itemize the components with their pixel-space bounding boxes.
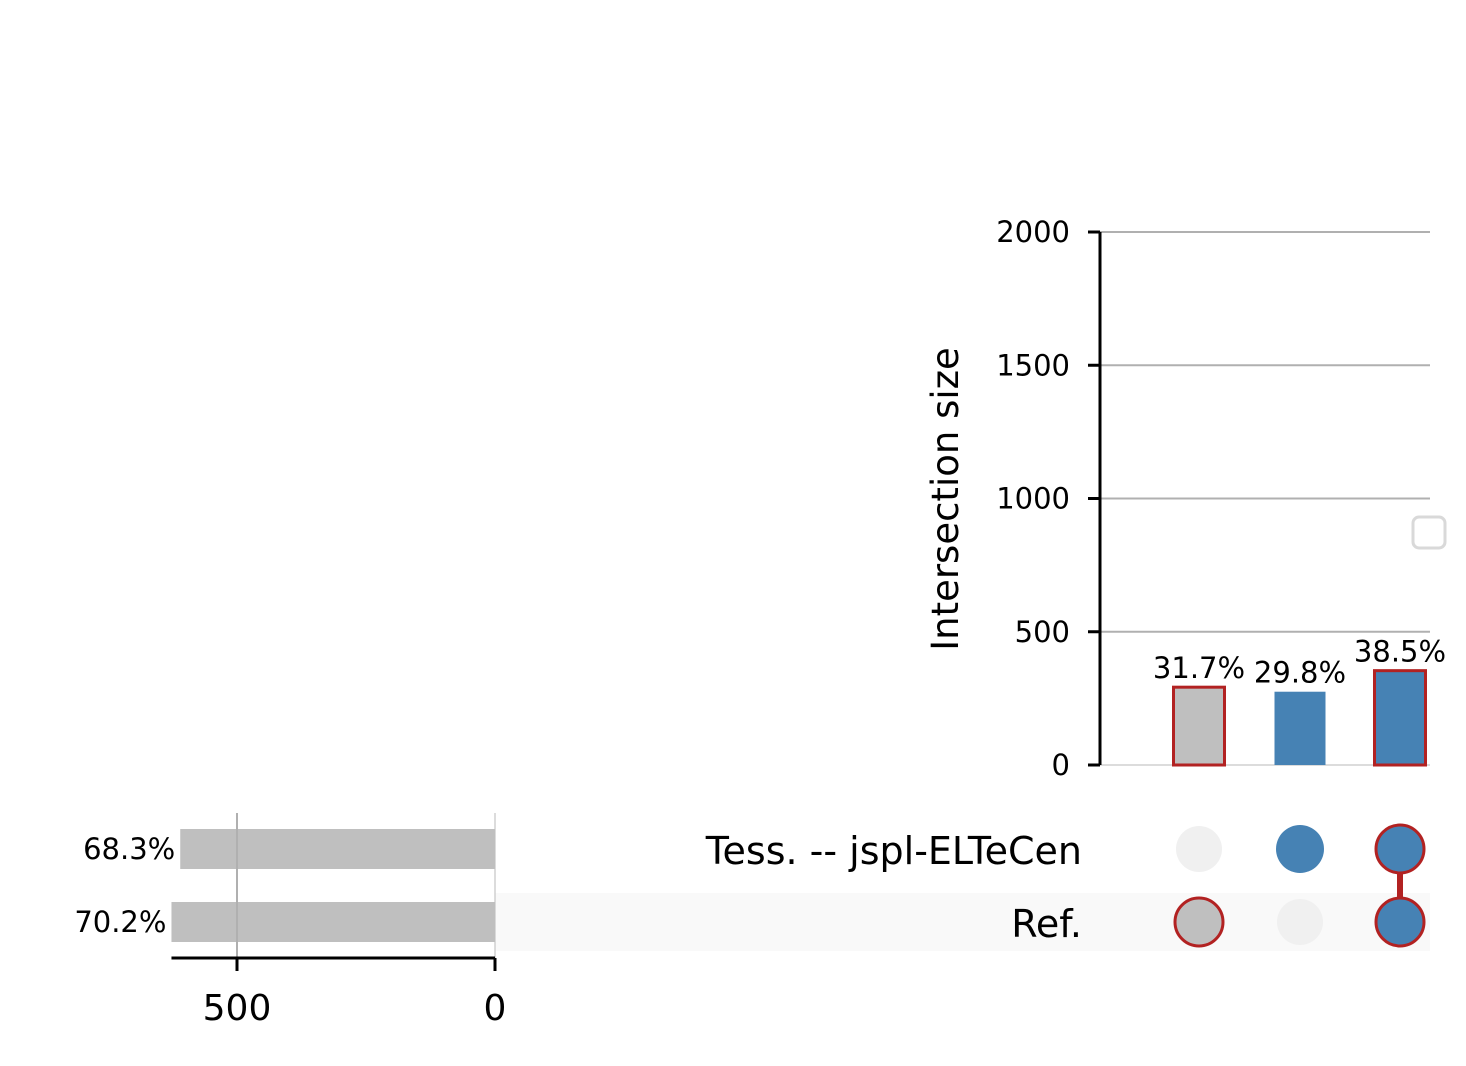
y-tick-label: 2000 xyxy=(996,215,1070,249)
matrix-dot-inactive xyxy=(1176,826,1222,872)
matrix-dot-inactive xyxy=(1277,899,1323,945)
set-name-label: Tess. -- jspl-ELTeCen xyxy=(705,829,1082,873)
y-tick-label: 1000 xyxy=(996,482,1070,516)
matrix-dot-active xyxy=(1173,896,1225,948)
matrix-dot-active xyxy=(1374,823,1426,875)
grid-lines xyxy=(1100,231,1430,766)
intersection-bar xyxy=(1373,669,1427,767)
intersection-bar xyxy=(1274,691,1326,765)
legend xyxy=(1411,515,1447,550)
set-size-bars: 68.3% 70.2% 500 0 xyxy=(74,813,506,1029)
y-axis-title: Intersection size xyxy=(924,347,967,651)
set-name-label: Ref. xyxy=(1011,902,1082,946)
legend-box xyxy=(1411,515,1447,550)
y-axis: 0 500 1000 1500 2000 xyxy=(996,215,1102,782)
matrix-dot-active xyxy=(1374,896,1426,948)
y-tick-label: 1500 xyxy=(996,348,1070,382)
matrix-dot-active xyxy=(1276,825,1324,873)
intersection-bar xyxy=(1172,685,1226,767)
matrix-row-shading xyxy=(495,893,1430,951)
y-tick-label: 500 xyxy=(1015,615,1070,649)
intersection-bar-label: 29.8% xyxy=(1254,656,1346,690)
y-tick-label: 0 xyxy=(1052,748,1070,782)
set-size-bar xyxy=(171,902,495,942)
intersection-bars: 31.7% 29.8%38.5% xyxy=(1153,635,1446,767)
set-size-tick-label: 0 xyxy=(484,988,507,1029)
set-size-bar xyxy=(180,829,496,869)
intersection-bar-label: 31.7% xyxy=(1153,651,1245,685)
intersection-matrix: Tess. -- jspl-ELTeCen Ref. xyxy=(705,823,1426,948)
set-size-label: 70.2% xyxy=(74,905,166,939)
set-size-tick-label: 500 xyxy=(203,988,272,1029)
matrix-row-shade xyxy=(495,893,1430,951)
set-size-label: 68.3% xyxy=(83,832,175,866)
intersection-bar-label: 38.5% xyxy=(1354,635,1446,669)
